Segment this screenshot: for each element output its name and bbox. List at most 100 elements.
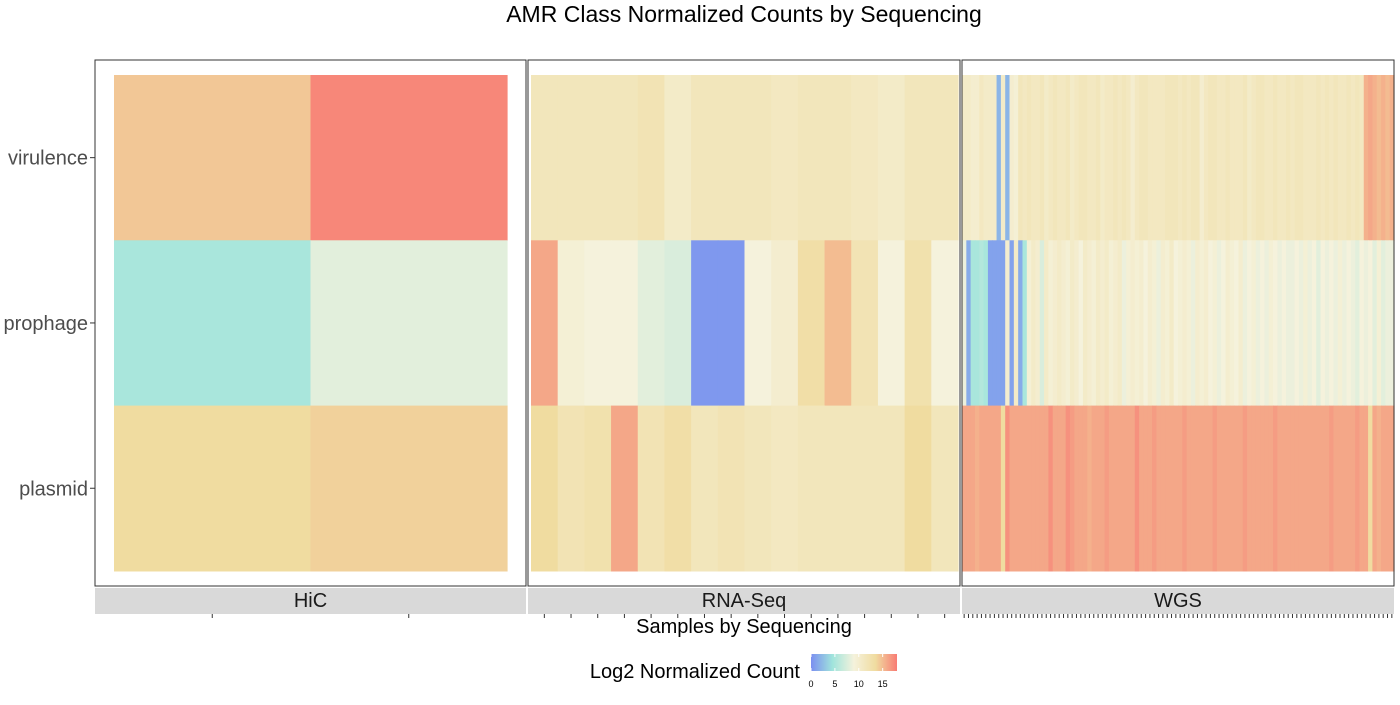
heatmap-cell	[1005, 405, 1011, 572]
heatmap-cell	[962, 405, 967, 572]
heatmap-cell	[557, 405, 585, 572]
heatmap-cell	[1320, 405, 1326, 572]
heatmap-cell	[1303, 75, 1309, 241]
heatmap-cell	[1018, 240, 1024, 407]
heatmap-cell	[1255, 75, 1261, 241]
heatmap-cell	[1355, 75, 1361, 241]
heatmap-cell	[1242, 405, 1248, 572]
heatmap-cell	[1277, 405, 1283, 572]
heatmap-cell	[1337, 240, 1343, 407]
heatmap-cell	[1039, 75, 1045, 241]
heatmap-cell	[992, 240, 998, 407]
heatmap-cell	[1048, 75, 1054, 241]
panel-border	[527, 59, 961, 587]
heatmap-cell	[1307, 240, 1313, 407]
heatmap-cell	[1039, 405, 1045, 572]
legend-tick-label: 0	[808, 679, 813, 689]
heatmap-cell	[1147, 405, 1153, 572]
heatmap-cell	[797, 405, 826, 572]
heatmap-cell	[664, 75, 692, 241]
heatmap-cell	[1130, 75, 1136, 241]
heatmap-cell	[1121, 405, 1127, 572]
heatmap-cell	[744, 405, 772, 572]
heatmap-cell	[1376, 75, 1382, 241]
legend-tick-label: 5	[832, 679, 837, 689]
heatmap-cell	[1329, 405, 1335, 572]
heatmap-cell	[1078, 405, 1084, 572]
heatmap-cell	[1281, 405, 1287, 572]
heatmap-cell	[1165, 240, 1170, 407]
heatmap-cell	[979, 75, 985, 241]
heatmap-cell	[1307, 75, 1313, 241]
heatmap-cell	[1152, 405, 1157, 572]
heatmap-cell	[1070, 240, 1075, 407]
heatmap-cell	[996, 240, 1002, 407]
heatmap-cell	[1320, 240, 1326, 407]
heatmap-cell	[1359, 75, 1365, 241]
heatmap-cell	[970, 75, 976, 241]
heatmap-cell	[1294, 405, 1300, 572]
heatmap-cell	[1182, 240, 1188, 407]
heatmap-cell	[1229, 405, 1235, 572]
heatmap-cell	[1104, 405, 1110, 572]
heatmap-cell	[1268, 75, 1274, 241]
heatmap-cell	[584, 240, 612, 407]
heatmap-cell	[611, 75, 639, 241]
heatmap-cell	[114, 240, 312, 407]
heatmap-cell	[1000, 75, 1006, 241]
heatmap-cell	[1052, 405, 1058, 572]
heatmap-cell	[1160, 75, 1166, 241]
heatmap-cell	[1117, 75, 1123, 241]
heatmap-cell	[1178, 240, 1183, 407]
heatmap-cell	[1242, 75, 1248, 241]
heatmap-cell	[1026, 75, 1032, 241]
heatmap-cell	[1057, 405, 1062, 572]
heatmap-cell	[1074, 405, 1080, 572]
heatmap-cell	[1216, 240, 1222, 407]
heatmap-cell	[824, 240, 852, 407]
heatmap-cell	[1273, 75, 1278, 241]
heatmap-cell	[966, 405, 972, 572]
heatmap-cell	[1195, 240, 1201, 407]
heatmap-cell	[1009, 240, 1015, 407]
heatmap-cell	[1074, 75, 1080, 241]
heatmap-cell	[983, 75, 989, 241]
heatmap-cell	[1368, 405, 1373, 572]
heatmap-cell	[744, 240, 772, 407]
heatmap-cell	[1169, 405, 1175, 572]
heatmap-cell	[983, 405, 989, 572]
heatmap-cell	[1251, 75, 1257, 241]
heatmap-cell	[1035, 75, 1041, 241]
heatmap-cell	[1143, 75, 1149, 241]
legend-title: Log2 Normalized Count	[590, 661, 801, 683]
heatmap-cell	[1031, 240, 1037, 407]
heatmap-cell	[966, 240, 972, 407]
heatmap-cell	[1247, 405, 1253, 572]
heatmap-cell	[1022, 75, 1028, 241]
heatmap-cell	[1190, 75, 1196, 241]
heatmap-cell	[1234, 75, 1240, 241]
heatmap-cell	[1044, 75, 1049, 241]
heatmap-cell	[1346, 240, 1352, 407]
heatmap-cell	[1199, 240, 1205, 407]
heatmap-cell	[1216, 75, 1222, 241]
heatmap-cell	[1095, 75, 1101, 241]
heatmap-cell	[1255, 405, 1261, 572]
y-tick-label: prophage	[3, 313, 88, 335]
heatmap-cell	[1329, 75, 1335, 241]
heatmap-cell	[611, 240, 639, 407]
heatmap-cell	[1324, 240, 1330, 407]
heatmap-cell	[1350, 75, 1356, 241]
heatmap-cell	[992, 75, 998, 241]
heatmap-cell	[1281, 240, 1287, 407]
heatmap-cell	[1044, 405, 1049, 572]
heatmap-cell	[310, 240, 508, 407]
heatmap-cell	[1372, 240, 1378, 407]
heatmap-cell	[1273, 240, 1278, 407]
heatmap-cell	[1095, 405, 1101, 572]
heatmap-cell	[1013, 405, 1019, 572]
heatmap-cell	[1065, 405, 1071, 572]
heatmap-cell	[1359, 240, 1365, 407]
heatmap-cell	[1057, 240, 1062, 407]
